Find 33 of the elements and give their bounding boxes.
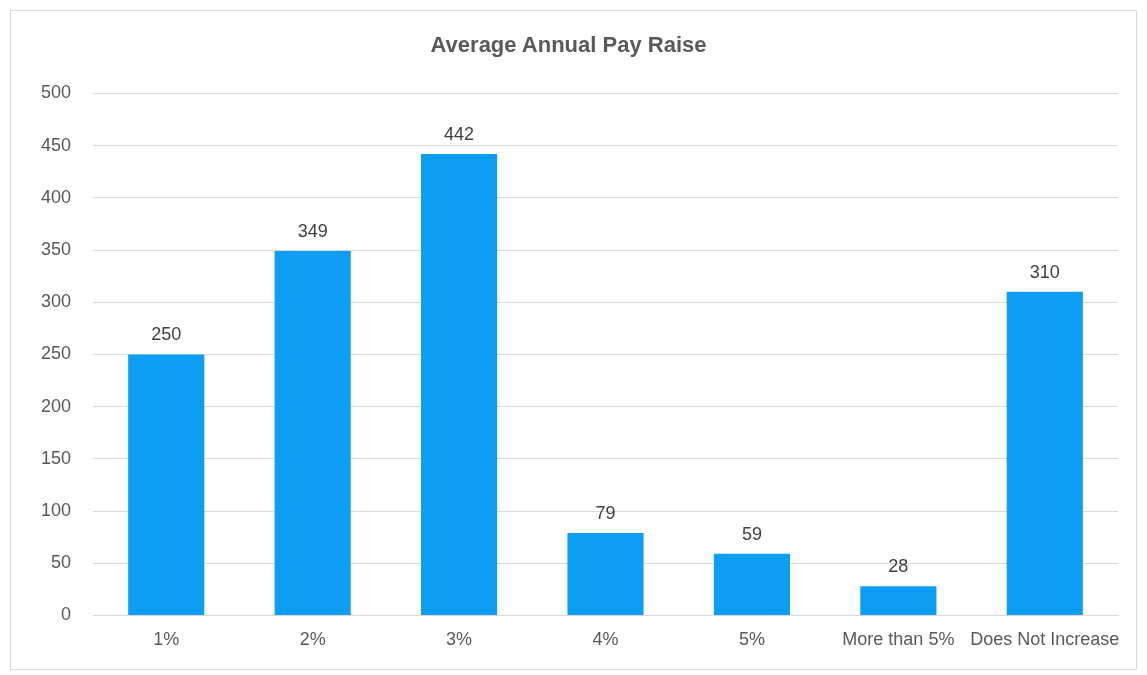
bar (274, 251, 351, 615)
y-tick-label: 400 (40, 186, 72, 207)
x-tick-label: Does Not Increase (970, 629, 1120, 650)
bar (567, 532, 644, 615)
x-tick-label: 3% (446, 629, 473, 650)
bar (1006, 291, 1083, 615)
y-tick-label: 450 (40, 134, 72, 155)
bar (860, 586, 937, 615)
y-tick-label: 0 (61, 604, 72, 625)
y-tick-label: 300 (40, 291, 72, 312)
chart-title: Average Annual Pay Raise (430, 32, 707, 58)
x-tick-label: 4% (592, 629, 619, 650)
y-tick-label: 200 (40, 395, 72, 416)
y-tick-label: 100 (40, 499, 72, 520)
y-tick-label: 50 (51, 552, 72, 573)
bar (128, 354, 205, 615)
data-label: 79 (595, 502, 616, 523)
y-tick-label: 150 (40, 447, 72, 468)
x-tick-label: 5% (738, 629, 765, 650)
y-tick-label: 500 (40, 82, 72, 103)
x-tick-label: 2% (299, 629, 326, 650)
data-label: 59 (741, 523, 762, 544)
y-tick-label: 250 (40, 343, 72, 364)
bar (713, 553, 791, 615)
x-tick-label: More than 5% (842, 629, 955, 650)
data-label: 442 (444, 123, 475, 144)
bar (421, 153, 498, 615)
data-label: 349 (297, 221, 328, 242)
data-label: 310 (1029, 261, 1060, 282)
x-tick-label: 1% (153, 629, 180, 650)
y-tick-label: 350 (40, 238, 72, 259)
data-label: 250 (151, 324, 182, 345)
data-label: 28 (888, 556, 909, 577)
